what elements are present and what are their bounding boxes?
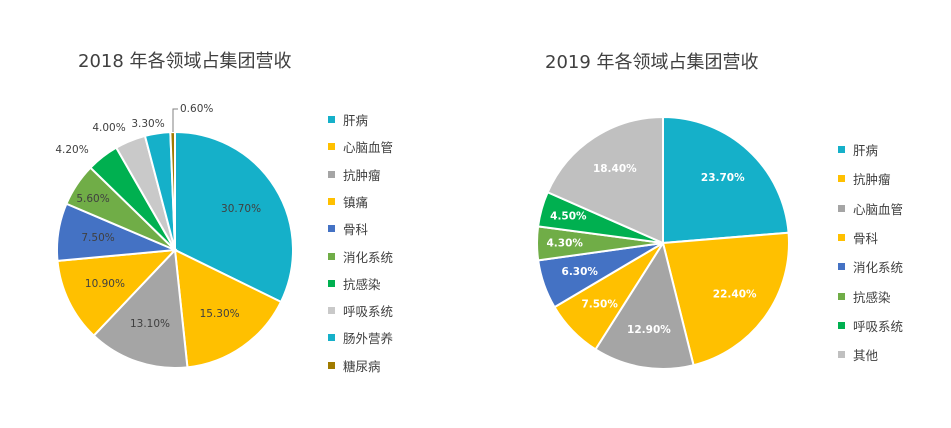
data-label: 4.50% bbox=[550, 210, 587, 222]
leader-line bbox=[172, 108, 178, 132]
legend-label: 心脑血管 bbox=[343, 140, 394, 156]
legend-swatch bbox=[328, 116, 335, 123]
legend-item: 呼吸系统 bbox=[328, 301, 393, 320]
legend-item: 抗肿瘤 bbox=[838, 169, 891, 188]
data-label: 6.30% bbox=[562, 266, 599, 278]
legend-swatch bbox=[838, 175, 845, 183]
legend-swatch bbox=[328, 361, 335, 369]
data-label: 4.20% bbox=[55, 144, 88, 156]
legend-label: 其他 bbox=[853, 348, 879, 364]
data-label: 10.90% bbox=[85, 278, 125, 290]
pie-slice bbox=[56, 248, 178, 338]
legend-item: 肝病 bbox=[328, 110, 368, 129]
legend-item: 抗感染 bbox=[838, 287, 891, 306]
legend-label: 心脑血管 bbox=[853, 201, 904, 217]
pie-slice bbox=[169, 130, 176, 251]
legend-swatch bbox=[328, 252, 335, 260]
pie-chart-2018: 30.70% 15.30% 13.10% 10.90% 7.50% 5.60% 4.20% 4… bbox=[55, 103, 294, 369]
legend-swatch bbox=[328, 197, 335, 205]
legend-label: 抗肿瘤 bbox=[853, 172, 891, 188]
legend-swatch bbox=[328, 279, 335, 287]
data-label: 4.00% bbox=[92, 122, 125, 134]
data-label: 15.30% bbox=[200, 308, 240, 320]
data-label: 0.60% bbox=[180, 103, 213, 115]
legend-label: 抗感染 bbox=[853, 289, 891, 305]
legend-label: 肝病 bbox=[343, 113, 369, 128]
data-label: 23.70% bbox=[701, 172, 745, 184]
chart-title-2019: 2019 年各领域占集团营收 bbox=[545, 52, 759, 73]
legend-swatch bbox=[838, 321, 845, 329]
legend-item: 消化系统 bbox=[328, 247, 393, 266]
pie-slice bbox=[173, 248, 283, 369]
legend-item: 肠外营养 bbox=[328, 328, 393, 347]
legend-swatch bbox=[838, 146, 845, 153]
legend-label: 消化系统 bbox=[853, 260, 904, 276]
legend-swatch bbox=[328, 170, 335, 178]
legend-swatch bbox=[838, 233, 845, 241]
legend-item: 消化系统 bbox=[838, 257, 903, 276]
chart-title-2018: 2018 年各领域占集团营收 bbox=[78, 51, 292, 72]
pie-slice bbox=[594, 240, 695, 370]
pie-chart-2019: 23.70% 22.40% 12.90% 7.50% 6.30% 4.30% 4.50% 18… bbox=[536, 115, 790, 370]
pie-slice bbox=[662, 115, 790, 245]
data-label: 12.90% bbox=[627, 324, 671, 336]
pie-slice bbox=[546, 115, 664, 245]
legend-swatch bbox=[328, 143, 335, 151]
legend-swatch bbox=[328, 334, 335, 342]
pie-slice bbox=[174, 130, 294, 304]
data-label: 7.50% bbox=[581, 298, 618, 310]
legend-item: 糖尿病 bbox=[328, 356, 381, 375]
legend-item: 抗感染 bbox=[328, 274, 381, 293]
legend-label: 糖尿病 bbox=[343, 358, 381, 374]
legend-item: 其他 bbox=[838, 345, 878, 364]
legend-swatch bbox=[838, 263, 845, 271]
data-label: 22.40% bbox=[713, 288, 757, 300]
data-label: 7.50% bbox=[81, 232, 114, 244]
data-label: 4.30% bbox=[547, 237, 584, 249]
legend-swatch bbox=[328, 307, 335, 315]
data-label: 5.60% bbox=[76, 193, 109, 205]
legend-label: 肝病 bbox=[853, 143, 879, 158]
legend-swatch bbox=[328, 225, 335, 233]
legend-item: 抗肿瘤 bbox=[328, 165, 381, 184]
data-label: 13.10% bbox=[130, 318, 170, 330]
legend-item: 心脑血管 bbox=[838, 199, 903, 218]
legend-item: 肝病 bbox=[838, 140, 878, 159]
pie-slice bbox=[92, 247, 189, 369]
legend-swatch bbox=[838, 351, 845, 359]
legend-label: 抗肿瘤 bbox=[343, 167, 381, 183]
data-label: 3.30% bbox=[131, 118, 164, 130]
data-label: 18.40% bbox=[593, 163, 637, 175]
legend-swatch bbox=[838, 204, 845, 212]
pie-slice bbox=[661, 231, 790, 367]
legend-label: 呼吸系统 bbox=[343, 304, 394, 320]
legend-item: 镇痛 bbox=[328, 192, 368, 211]
legend-label: 呼吸系统 bbox=[853, 318, 904, 334]
legend-item: 骨科 bbox=[838, 228, 878, 247]
legend-label: 骨科 bbox=[853, 230, 879, 246]
legend-label: 消化系统 bbox=[343, 249, 394, 265]
legend-item: 呼吸系统 bbox=[838, 316, 903, 335]
legend-swatch bbox=[838, 292, 845, 300]
legend-label: 肠外营养 bbox=[343, 331, 394, 347]
data-label: 30.70% bbox=[221, 203, 261, 215]
legend-item: 心脑血管 bbox=[328, 137, 393, 156]
legend-item: 骨科 bbox=[328, 219, 368, 238]
legend-label: 骨科 bbox=[343, 222, 369, 238]
legend-label: 抗感染 bbox=[343, 276, 381, 292]
legend-label: 镇痛 bbox=[343, 194, 369, 210]
